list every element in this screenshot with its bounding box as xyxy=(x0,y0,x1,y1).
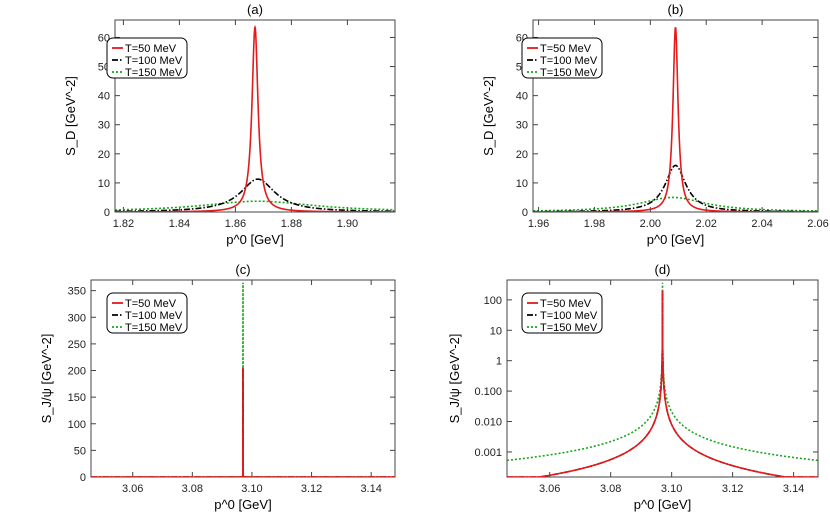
series-line-2 xyxy=(507,282,818,462)
x-tick-label: 1.98 xyxy=(584,218,605,230)
x-tick-label: 2.02 xyxy=(696,218,717,230)
panel-title: (b) xyxy=(668,2,684,17)
x-tick-label: 3.08 xyxy=(182,483,203,495)
y-tick-label: 100 xyxy=(484,295,502,307)
series-line-2 xyxy=(533,196,818,212)
x-tick-label: 1.88 xyxy=(281,218,302,230)
legend-label: T=150 MeV xyxy=(125,67,183,79)
plot-frame xyxy=(532,19,819,213)
series-line-0 xyxy=(115,24,395,212)
y-tick-label: 0.010 xyxy=(474,417,502,429)
legend-label: T=50 MeV xyxy=(540,298,592,310)
legend-box xyxy=(521,292,603,334)
legend-label: T=50 MeV xyxy=(125,298,177,310)
y-tick-label: 40 xyxy=(516,91,528,103)
y-tick-label: 10 xyxy=(98,178,110,190)
y-tick-label: 1 xyxy=(496,356,502,368)
x-tick-label: 3.06 xyxy=(539,483,560,495)
y-tick-label: 10 xyxy=(490,325,502,337)
x-tick-label: 1.90 xyxy=(337,218,358,230)
x-tick-label: 1.82 xyxy=(113,218,134,230)
panel-title: (a) xyxy=(247,2,263,17)
legend-label: T=50 MeV xyxy=(125,43,177,55)
legend-label: T=100 MeV xyxy=(125,310,183,322)
x-tick-label: 2.06 xyxy=(807,218,828,230)
plot-frame xyxy=(114,19,396,213)
y-axis-label: S_D [GeV^-2] xyxy=(63,76,78,156)
series-line-2 xyxy=(115,200,395,211)
y-tick-label: 20 xyxy=(516,149,528,161)
legend-label: T=100 MeV xyxy=(540,55,598,67)
x-tick-label: 3.14 xyxy=(360,483,381,495)
x-tick-label: 3.12 xyxy=(301,483,322,495)
legend-label: T=50 MeV xyxy=(540,43,592,55)
x-tick-label: 2.00 xyxy=(640,218,661,230)
legend-box xyxy=(106,292,188,334)
y-tick-label: 0 xyxy=(522,207,528,219)
y-tick-label: 200 xyxy=(68,366,86,378)
x-tick-label: 1.86 xyxy=(225,218,246,230)
x-tick-label: 1.84 xyxy=(169,218,190,230)
panel-0: (a)1.82 1.84 1.86 1.88 1.900102030405060p^0 … xyxy=(63,2,396,247)
series-line-0 xyxy=(91,367,395,477)
x-tick-label: 2.04 xyxy=(751,218,772,230)
y-tick-label: 60 xyxy=(98,32,110,44)
panel-2: (c) 3.06 3.08 3.10 3.12 3.14 0 50 100 150 200 250 30… xyxy=(39,262,396,512)
legend-box xyxy=(106,37,188,79)
y-axis-label: S_J/ψ [GeV^-2] xyxy=(447,334,462,424)
panel-title: (c) xyxy=(235,262,250,277)
y-tick-label: 50 xyxy=(74,445,86,457)
plot-frame xyxy=(506,279,819,478)
y-tick-label: 0 xyxy=(80,472,86,484)
panel-3: (d) 3.06 3.08 3.10 3.12 3.14 0.001 0.010 0.100 1 1… xyxy=(447,262,819,512)
series-line-0 xyxy=(533,27,818,212)
panel-1: (b)1.961.982.002.022.042.060102030405060… xyxy=(481,2,829,247)
y-axis-label: S_D [GeV^-2] xyxy=(481,76,496,156)
y-tick-label: 300 xyxy=(68,312,86,324)
y-tick-label: 20 xyxy=(98,149,110,161)
y-tick-label: 10 xyxy=(516,178,528,190)
y-tick-label: 30 xyxy=(98,120,110,132)
series-line-2 xyxy=(91,282,395,477)
legend-label: T=150 MeV xyxy=(540,67,598,79)
x-tick-label: 1.96 xyxy=(528,218,549,230)
legend-box xyxy=(521,37,603,79)
legend-label: T=150 MeV xyxy=(540,322,598,334)
x-tick-label: 3.12 xyxy=(722,483,743,495)
legend-label: T=100 MeV xyxy=(125,55,183,67)
y-tick-label: 250 xyxy=(68,339,86,351)
series-line-0 xyxy=(507,290,818,477)
panel-title: (d) xyxy=(655,262,671,277)
x-tick-label: 3.10 xyxy=(661,483,682,495)
series-line-1 xyxy=(533,164,818,212)
x-tick-label: 3.14 xyxy=(783,483,804,495)
y-tick-label: 150 xyxy=(68,392,86,404)
x-axis-label: p^0 [GeV] xyxy=(226,232,283,247)
x-tick-label: 3.08 xyxy=(600,483,621,495)
y-tick-label: 350 xyxy=(68,286,86,298)
x-axis-label: p^0 [GeV] xyxy=(214,497,271,512)
x-axis-label: p^0 [GeV] xyxy=(647,232,704,247)
x-tick-label: 3.06 xyxy=(122,483,143,495)
legend-label: T=100 MeV xyxy=(540,310,598,322)
y-tick-label: 30 xyxy=(516,120,528,132)
x-axis-label: p^0 [GeV] xyxy=(634,497,691,512)
y-tick-label: 0.001 xyxy=(474,447,502,459)
series-line-1 xyxy=(115,178,395,212)
legend-label: T=150 MeV xyxy=(125,322,183,334)
y-axis-label: S_J/ψ [GeV^-2] xyxy=(39,334,54,424)
x-tick-label: 3.10 xyxy=(241,483,262,495)
y-tick-label: 0.100 xyxy=(474,386,502,398)
y-tick-label: 40 xyxy=(98,91,110,103)
y-tick-label: 100 xyxy=(68,419,86,431)
y-tick-label: 0 xyxy=(104,207,110,219)
